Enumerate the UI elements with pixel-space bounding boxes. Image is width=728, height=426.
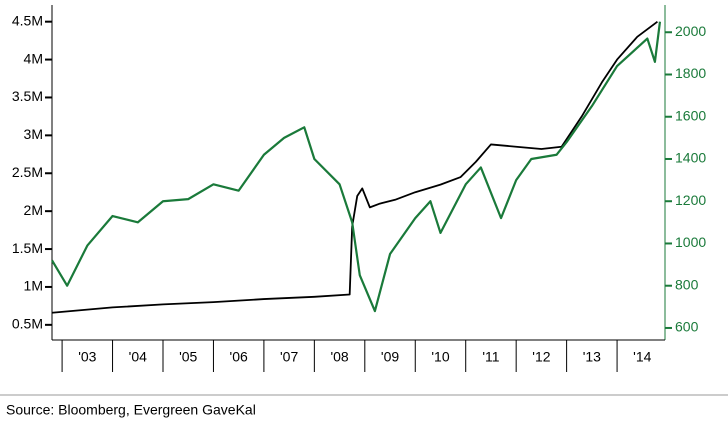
y2-tick-label: 2000 [675,23,706,39]
x-tick-label: '03 [78,349,96,365]
y-tick-label: 2.5M [12,164,43,180]
source-note: Source: Bloomberg, Evergreen GaveKal [6,402,256,418]
x-tick-label: '06 [230,349,248,365]
y-tick-label: 4M [24,50,43,66]
x-tick-label: '14 [633,349,651,365]
y2-tick-label: 1800 [675,65,706,81]
y2-tick-label: 1200 [675,192,706,208]
y-tick-label: 0.5M [12,316,43,332]
x-tick-label: '05 [179,349,197,365]
x-tick-label: '04 [129,349,147,365]
y-tick-label: 2M [24,202,43,218]
series-line [51,20,658,314]
y-tick-label: 4.5M [12,12,43,28]
y2-tick-label: 1400 [675,150,706,166]
y2-tick-label: 1600 [675,107,706,123]
x-tick-label: '11 [482,349,499,365]
y2-tick-label: 1000 [675,234,706,250]
y-tick-label: 3.5M [12,88,43,104]
x-tick-label: '10 [431,349,449,365]
y-tick-label: 1M [24,278,43,294]
y-tick-label: 3M [24,126,43,142]
y-tick-label: 1.5M [12,240,43,256]
y2-tick-label: 800 [675,276,699,292]
x-tick-label: '09 [381,349,399,365]
x-tick-label: '08 [330,349,348,365]
series-line [51,21,662,313]
x-tick-label: '13 [583,349,601,365]
x-tick-label: '07 [280,349,298,365]
x-tick-label: '12 [532,349,550,365]
y2-tick-label: 600 [675,319,699,335]
